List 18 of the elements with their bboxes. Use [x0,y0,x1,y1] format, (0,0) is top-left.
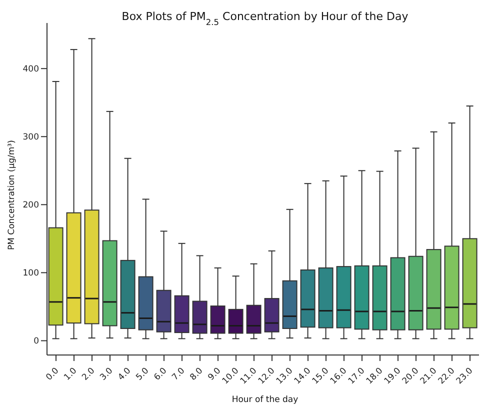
y-tick-label: 400 [22,64,39,75]
y-axis-title: PM Concentration (μg/m³) [7,140,17,250]
x-tick-label: 9.0 [206,366,224,383]
y-tick-label: 200 [22,200,39,211]
x-tick-label: 8.0 [188,366,206,383]
x-tick-label: 5.0 [134,366,152,383]
x-tick-label: 1.0 [62,366,80,383]
x-tick-label: 7.0 [170,366,188,383]
y-tick-label: 300 [22,132,39,143]
x-tick-label: 3.0 [98,366,116,383]
x-tick-label: 4.0 [116,366,134,383]
y-tick-label: 0 [34,336,39,347]
chart-title: Box Plots of PM$_{2.5}$ Concentration by Hour of the Day [122,10,409,27]
x-axis-title: Hour of the day [232,395,298,405]
x-tick-label: 6.0 [152,366,170,383]
y-tick-label: 100 [22,268,39,279]
x-tick-label: 2.0 [80,366,98,383]
x-tick-label: 0.0 [44,366,62,383]
